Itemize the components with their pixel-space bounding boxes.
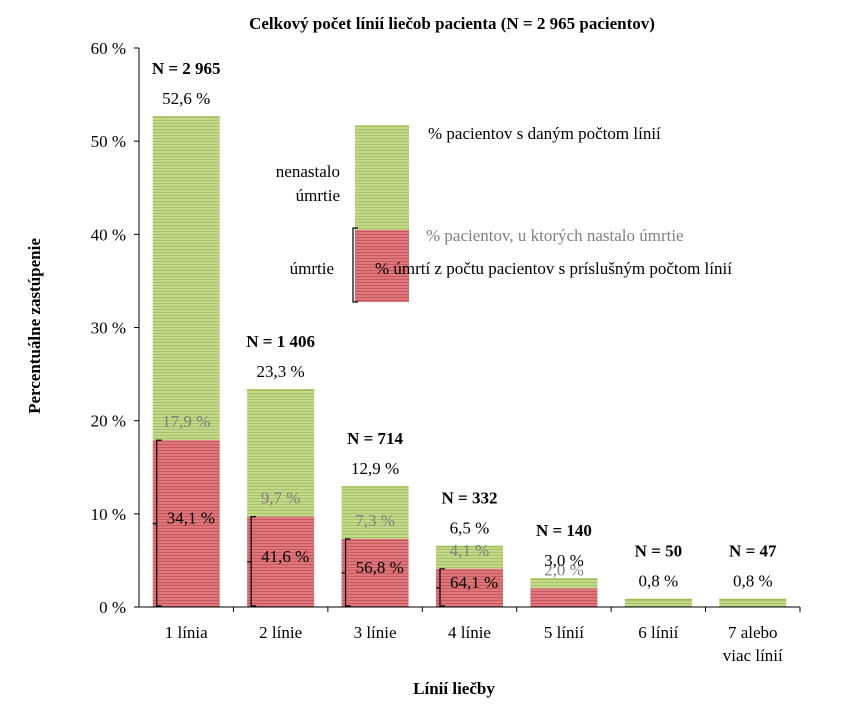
legend-series-deaths: % pacientov, u ktorých nastalo úmrtie bbox=[426, 226, 684, 245]
x-axis-title: Línií liečby bbox=[413, 679, 495, 698]
legend-upper-label-line2: úmrtie bbox=[296, 186, 340, 205]
bar-n-label: N = 2 965 bbox=[152, 59, 221, 78]
x-tick-label: 2 línie bbox=[259, 623, 302, 642]
y-axis-title: Percentuálne zastúpenie bbox=[25, 238, 44, 414]
legend-death-segment bbox=[355, 230, 409, 302]
bar-value-label: 0,8 % bbox=[733, 572, 773, 591]
y-axis: 0 % 10 % 20 % 30 % 40 % 50 % 60 % bbox=[91, 39, 140, 617]
y-tick-label: 60 % bbox=[91, 39, 126, 58]
x-tick-label: 1 línia bbox=[165, 623, 208, 642]
bar-n-label: N = 47 bbox=[729, 542, 777, 561]
legend-lower-label: úmrtie bbox=[290, 259, 334, 278]
x-tick-label: 4 línie bbox=[448, 623, 491, 642]
death-rate-label: 64,1 % bbox=[450, 573, 498, 592]
x-tick-label: 5 línií bbox=[544, 623, 584, 642]
bar-value-label: 0,8 % bbox=[639, 572, 679, 591]
legend-series-total: % pacientov s daným počtom línií bbox=[428, 124, 661, 143]
bar-alive bbox=[152, 116, 220, 441]
bar-value-label: 3,0 % bbox=[544, 551, 584, 570]
bar-alive bbox=[436, 546, 503, 569]
death-rate-label: 41,6 % bbox=[261, 547, 309, 566]
bar-value-label: 6,5 % bbox=[450, 518, 490, 537]
bar-n-label: N = 714 bbox=[347, 429, 403, 448]
legend-upper-label-line1: nenastalo bbox=[276, 162, 340, 181]
bars: 34,1 % 17,9 % 52,6 % N = 2 965 41,6 % 9,7 % 23… bbox=[152, 59, 787, 607]
bar-value-label: 23,3 % bbox=[257, 362, 305, 381]
x-tick-label: 7 alebo bbox=[728, 623, 778, 642]
bar-alive bbox=[719, 599, 787, 607]
bar-value-label: 52,6 % bbox=[162, 89, 210, 108]
legend-alive-segment bbox=[355, 125, 409, 230]
y-tick-label: 10 % bbox=[91, 505, 126, 524]
death-share-label: 9,7 % bbox=[261, 489, 301, 508]
death-share-label: 17,9 % bbox=[162, 412, 210, 431]
bar-death bbox=[530, 588, 598, 607]
legend-death-bracket bbox=[352, 227, 358, 303]
death-share-label: 7,3 % bbox=[355, 511, 395, 530]
y-tick-label: 50 % bbox=[91, 132, 126, 151]
bar-alive bbox=[624, 599, 692, 607]
x-tick-label: 3 línie bbox=[354, 623, 397, 642]
x-tick-label: 6 línií bbox=[638, 623, 678, 642]
bar-alive bbox=[247, 389, 315, 517]
y-tick-label: 20 % bbox=[91, 412, 126, 431]
death-share-label: 2,0 % bbox=[544, 560, 584, 579]
x-tick-label: viac línií bbox=[723, 646, 783, 665]
x-axis: 1 línia 2 línie 3 línie 4 línie 5 línií 6 lín… bbox=[139, 606, 801, 665]
death-rate-label: 34,1 % bbox=[167, 509, 215, 528]
bar-n-label: N = 332 bbox=[442, 488, 498, 507]
chart-title: Celkový počet línií liečob pacienta (N =… bbox=[249, 14, 655, 33]
y-tick-label: 0 % bbox=[99, 598, 126, 617]
bar-death bbox=[436, 568, 503, 607]
bar-death bbox=[341, 538, 409, 607]
bar-n-label: N = 50 bbox=[635, 542, 682, 561]
bar-alive bbox=[530, 579, 598, 589]
death-bracket bbox=[250, 516, 257, 607]
bar-death bbox=[247, 516, 315, 607]
legend: nenastalo úmrtie úmrtie % pacientov s da… bbox=[276, 124, 732, 303]
bar-value-label: 12,9 % bbox=[351, 459, 399, 478]
y-tick-label: 40 % bbox=[91, 225, 126, 244]
death-share-label: 4,1 % bbox=[450, 541, 490, 560]
legend-series-death-rate: % úmrtí z počtu pacientov s príslušným p… bbox=[375, 259, 732, 278]
y-tick-label: 30 % bbox=[91, 319, 126, 338]
bar-death bbox=[152, 440, 220, 607]
death-rate-label: 56,8 % bbox=[356, 558, 404, 577]
bar-n-label: N = 1 406 bbox=[246, 332, 315, 351]
bar-n-label: N = 140 bbox=[536, 521, 592, 540]
bar-alive bbox=[341, 486, 409, 539]
